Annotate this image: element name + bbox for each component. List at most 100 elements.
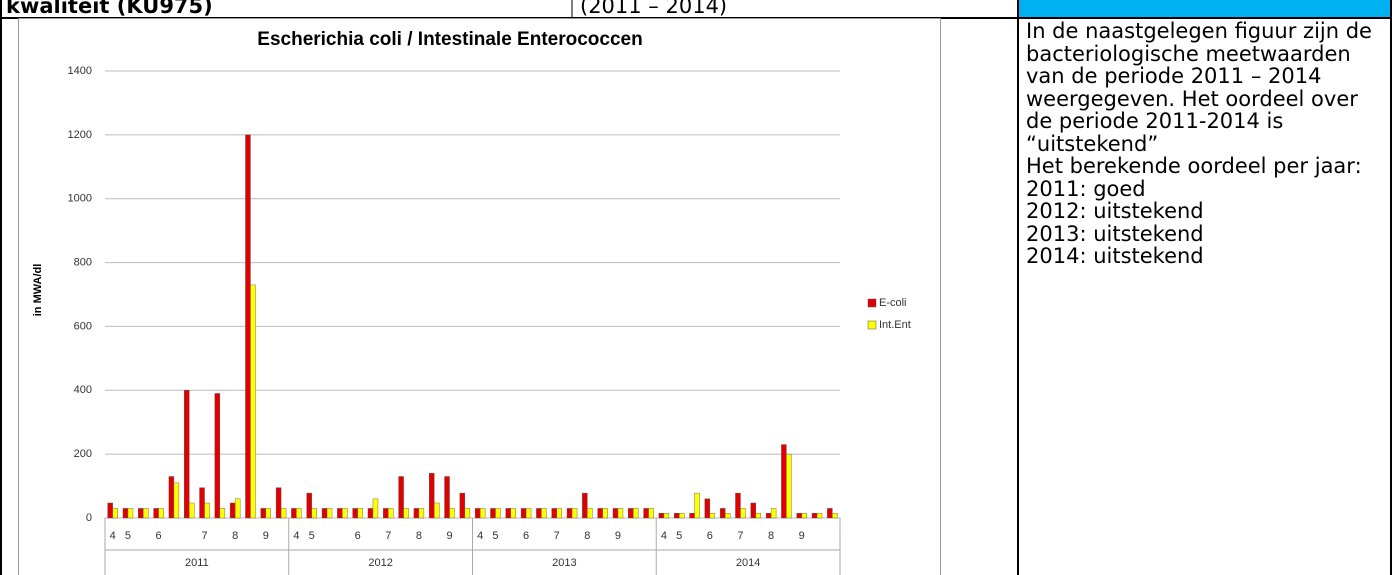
bar [674, 513, 680, 519]
y-tick-label: 1000 [68, 193, 92, 205]
bar [490, 508, 496, 519]
bar [204, 502, 210, 519]
legend-swatch [867, 298, 877, 308]
bar [184, 390, 190, 519]
x-tick-label: 8 [584, 530, 590, 542]
bar [709, 513, 716, 519]
bar [122, 508, 129, 519]
bar [617, 508, 624, 519]
x-tick-label: 8 [232, 530, 238, 542]
bar [434, 502, 440, 519]
y-axis-label: in MWA/dl [32, 264, 44, 317]
paragraph: 2013: uitstekend [1026, 221, 1204, 246]
x-tick-label: 5 [125, 530, 131, 542]
x-tick-label: 7 [554, 530, 560, 542]
x-tick-label: 4 [477, 530, 483, 542]
bar [679, 513, 685, 519]
bar [158, 508, 164, 519]
x-tick-label: 4 [110, 530, 116, 542]
y-tick-label: 1200 [68, 129, 92, 141]
bar [275, 487, 282, 519]
y-tick-label: 1400 [68, 65, 92, 77]
x-tick-label: 6 [355, 530, 361, 542]
bar [479, 508, 486, 519]
bar [189, 502, 195, 519]
bar [388, 508, 394, 519]
x-tick-label: 4 [293, 530, 299, 542]
bar [816, 513, 823, 519]
bar [321, 508, 328, 519]
bar [326, 508, 333, 519]
bar [510, 508, 516, 519]
bar [597, 508, 603, 519]
bar [786, 453, 792, 519]
x-tick-label: 9 [263, 530, 269, 542]
bar [556, 508, 562, 519]
bar [245, 134, 251, 519]
bar [138, 508, 144, 519]
bar [413, 508, 420, 519]
x-group-label: 2011 [185, 557, 209, 569]
bar [689, 513, 695, 519]
bar [658, 513, 665, 519]
chart-frame [18, 18, 941, 575]
x-tick-label: 6 [156, 530, 162, 542]
x-tick-label: 5 [309, 530, 315, 542]
bar [372, 498, 379, 519]
bar [449, 508, 455, 519]
bar [214, 393, 221, 519]
bar [832, 513, 838, 519]
x-group-label: 2012 [368, 557, 392, 569]
x-tick-label: 7 [737, 530, 743, 542]
bar [357, 508, 363, 519]
bar [541, 508, 547, 519]
x-tick-label: 7 [201, 530, 207, 542]
header-cell-text: kwaliteit (KU975) [6, 0, 213, 18]
bar [311, 508, 317, 519]
bar [383, 508, 389, 519]
bar [551, 508, 557, 519]
bar [234, 498, 241, 519]
bar [367, 508, 374, 519]
bar [199, 487, 205, 519]
bar [306, 492, 312, 519]
bar [571, 508, 578, 519]
bar [801, 513, 807, 519]
bar [781, 444, 787, 519]
paragraph: In de naastgelegen figuur zijn de bacter… [1026, 19, 1372, 156]
chart-title: Escherichia coli / Intestinale Enterococ… [257, 29, 642, 50]
bar [337, 508, 343, 519]
legend-swatch [867, 320, 877, 330]
x-tick-label: 9 [446, 530, 452, 542]
bar [250, 284, 256, 519]
bar [704, 498, 711, 519]
bar [403, 508, 409, 519]
header-cell [1019, 0, 1391, 18]
legend-label: Int.Ent [879, 319, 911, 331]
bar [429, 473, 435, 519]
description: In de naastgelegen figuur zijn de bacter… [1026, 20, 1388, 268]
paragraph: 2014: uitstekend [1026, 244, 1204, 268]
y-tick-label: 600 [74, 320, 92, 332]
x-tick-label: 6 [707, 530, 713, 542]
bar [694, 492, 700, 519]
paragraph: 2011: goed [1026, 176, 1146, 201]
legend-label: E-coli [879, 297, 907, 309]
bar [418, 508, 425, 519]
bar [296, 508, 302, 519]
bar [740, 508, 746, 519]
bar [663, 513, 670, 519]
bar [107, 502, 113, 519]
bar [648, 508, 654, 519]
bar [643, 508, 649, 519]
bar [525, 508, 532, 519]
bar [765, 513, 772, 519]
bar [398, 476, 404, 519]
bar [168, 476, 175, 519]
x-tick-label: 9 [799, 530, 805, 542]
bar [505, 508, 511, 519]
bar [260, 508, 266, 519]
bar [459, 492, 466, 519]
bar [464, 508, 471, 519]
